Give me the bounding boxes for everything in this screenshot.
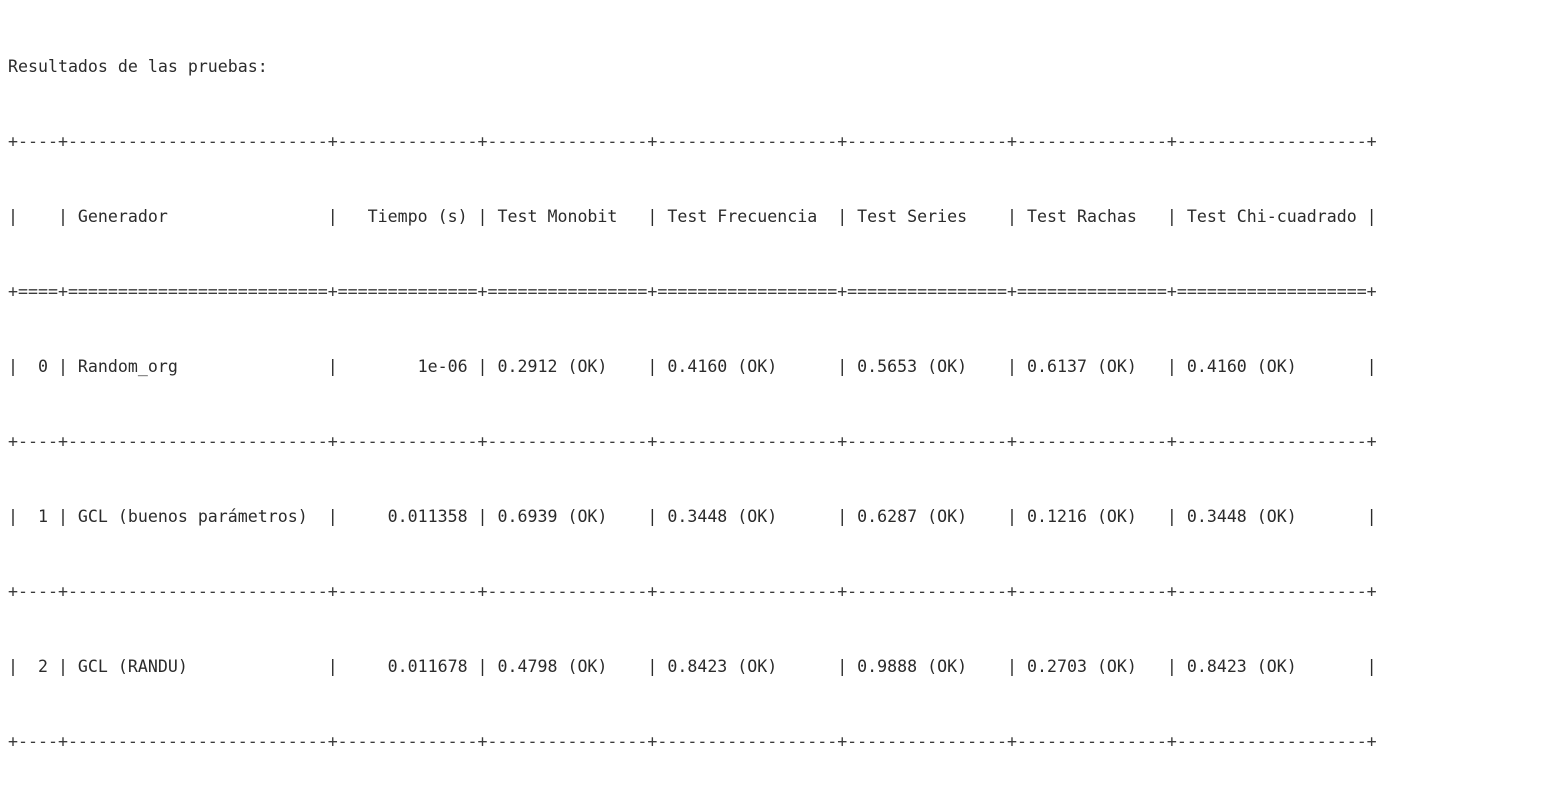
results-heading: Resultados de las pruebas:: [8, 57, 268, 76]
table-row: | 1 | GCL (buenos parámetros) | 0.011358…: [8, 507, 1377, 526]
table-row: | 2 | GCL (RANDU) | 0.011678 | 0.4798 (O…: [8, 657, 1377, 676]
table-row: | 3 | Cuadrados Medios | 0.021699 | 0.99…: [8, 804, 1543, 808]
table-header-separator: +====+==========================+=======…: [8, 282, 1377, 301]
table-row: | 0 | Random_org | 1e-06 | 0.2912 (OK) |…: [8, 357, 1377, 376]
output-cell: Resultados de las pruebas: +----+-------…: [8, 4, 1543, 808]
table-header-row: | | Generador | Tiempo (s) | Test Monobi…: [8, 207, 1377, 226]
table-top-border: +----+--------------------------+-------…: [8, 132, 1377, 151]
table-row-border: +----+--------------------------+-------…: [8, 432, 1377, 451]
table-row-border: +----+--------------------------+-------…: [8, 732, 1377, 751]
table-row-border: +----+--------------------------+-------…: [8, 582, 1377, 601]
